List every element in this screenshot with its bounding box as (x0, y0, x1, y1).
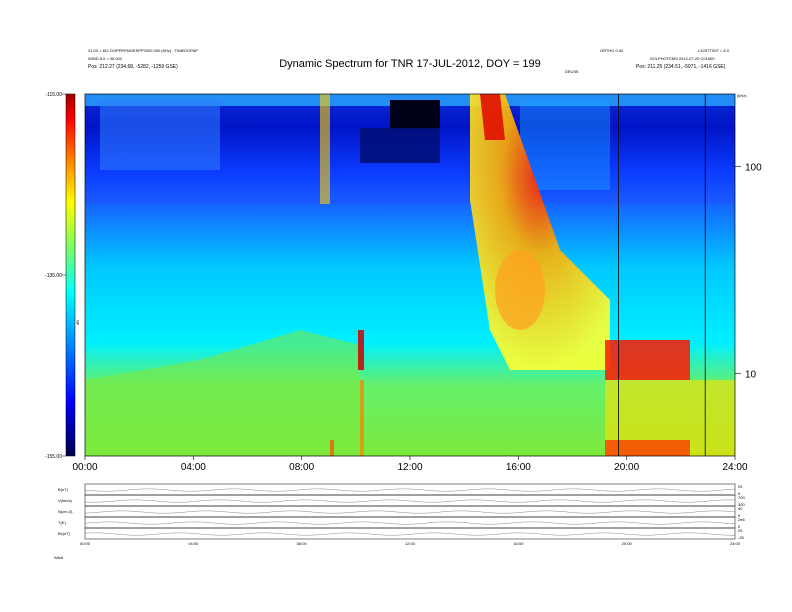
panel-right-bottom-3: 0 (738, 524, 741, 529)
panel-trace (84, 521, 736, 525)
x-tick-label-0: 00:00 (72, 462, 97, 473)
chart-title: Dynamic Spectrum for TNR 17-JUL-2012, DO… (279, 58, 541, 70)
panel-frame (84, 505, 736, 518)
panel-frame (84, 494, 736, 507)
panel-right-top-2: 40 (738, 506, 743, 511)
colorbar-tick-label-0: -115.00 (45, 92, 62, 98)
panel-label-4: Bx(nT) (58, 531, 71, 536)
colorbar (65, 93, 76, 457)
header-right-line1: L3JSTT00T = 8.0 (698, 48, 730, 53)
panel-right-top-4: 25 (738, 528, 743, 533)
colorbar-ticks: -115.00 -135.00 -155.00 (45, 92, 66, 460)
header-right-small: DEUSE (565, 69, 579, 74)
y-minor-label: (kHz) (737, 93, 747, 98)
panel-right-bottom-0: 0 (738, 491, 741, 496)
panel-x-tick-label-4: 16:00 (513, 541, 524, 546)
x-tick-label-6: 24:00 (722, 462, 747, 473)
solar-wind-panels: B(nT)250V(km/s)700300N(cm-3)400T(K)2e60B… (58, 483, 745, 546)
panel-x-tick-label-6: 24:00 (730, 541, 741, 546)
header-right-line2: SOLPHOTEMS 2012-07-20 C01800 (650, 56, 715, 61)
panel-x-tick-label-1: 04:00 (188, 541, 199, 546)
bottom-label: Wind (54, 555, 63, 560)
x-tick-label-5: 20:00 (614, 462, 639, 473)
x-axis-ticks: 00:00 04:00 08:00 12:00 16:00 20:00 24:00 (72, 456, 748, 473)
panel-x-tick-label-5: 20:00 (622, 541, 633, 546)
panel-frame (84, 516, 736, 529)
x-tick-label-2: 08:00 (289, 462, 314, 473)
panel-label-2: N(cm-3) (58, 509, 73, 514)
panel-trace (84, 532, 735, 536)
panel-right-top-1: 700 (738, 495, 745, 500)
vertical-markers (618, 94, 706, 456)
x-tick-label-4: 16:00 (506, 462, 531, 473)
header-left-line2: WIND 8.0 = 08.002 (88, 56, 123, 61)
y-axis-ticks: 100 10 (735, 162, 762, 380)
panel-trace (84, 488, 736, 492)
panel-right-top-0: 25 (738, 484, 743, 489)
y-tick-label-0: 100 (745, 162, 762, 173)
panel-right-bottom-1: 300 (738, 502, 745, 507)
header-left-line1: 21.03 = 811 DOPPEFMOESPP2000 000 (0Hz) -… (88, 48, 198, 53)
colorbar-label: dB (75, 320, 80, 325)
panel-trace (84, 510, 736, 514)
spectrogram-image (85, 94, 735, 456)
panel-x-tick-label-2: 08:00 (297, 541, 308, 546)
x-tick-label-3: 12:00 (397, 462, 422, 473)
header-left-line3: Pos: 212.27 (234.68, -5282, -1259 GSE) (88, 64, 178, 70)
colorbar-tick-label-1: -135.00 (45, 273, 62, 279)
panel-label-1: V(km/s) (58, 498, 72, 503)
panel-x-tick-label-0: 00:00 (80, 541, 91, 546)
panel-right-bottom-4: -25 (738, 535, 745, 540)
header-right-line3: Pos: 211.25 (234.51, -5071, -1416 GSE) (636, 64, 726, 70)
panel-label-3: T(K) (58, 520, 66, 525)
x-tick-label-1: 04:00 (181, 462, 206, 473)
panel-right-top-3: 2e6 (738, 517, 745, 522)
header-mid-right: ORTHO 0.00 (600, 48, 624, 53)
panel-frame (84, 527, 736, 540)
panel-x-tick-label-3: 12:00 (405, 541, 416, 546)
y-tick-label-1: 10 (745, 369, 757, 380)
colorbar-tick-label-2: -155.00 (45, 454, 62, 460)
panel-label-0: B(nT) (58, 487, 69, 492)
panel-frame (84, 483, 736, 496)
panel-right-bottom-2: 0 (738, 513, 741, 518)
panel-trace (84, 499, 735, 503)
